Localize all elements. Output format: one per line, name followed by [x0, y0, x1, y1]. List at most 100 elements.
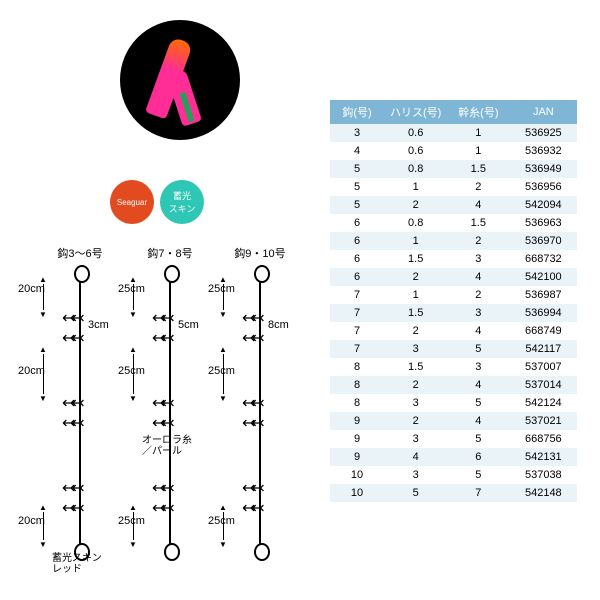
table-row: 81.53537007: [330, 358, 577, 376]
table-row: 712536987: [330, 286, 577, 304]
table-cell: 542094: [509, 196, 577, 214]
table-cell: 536963: [509, 214, 577, 232]
note-skin: 蓄光スキン レッド: [52, 553, 102, 575]
table-cell: 7: [330, 322, 384, 340]
table-row: 61.53668732: [330, 250, 577, 268]
table-cell: 8: [330, 376, 384, 394]
swivel-top-3: [254, 265, 270, 283]
table-cell: 1.5: [447, 160, 509, 178]
table-cell: 0.8: [384, 214, 447, 232]
table-body: 30.6153692540.6153693250.81.553694951253…: [330, 124, 577, 502]
table-cell: 1.5: [384, 250, 447, 268]
table-cell: 5: [330, 196, 384, 214]
table-cell: 536956: [509, 178, 577, 196]
table-cell: 537038: [509, 466, 577, 484]
table-cell: 6: [447, 448, 509, 466]
table-header-mainline: 幹糸(号): [447, 100, 509, 124]
table-cell: 9: [330, 412, 384, 430]
table-cell: 0.6: [384, 142, 447, 160]
table-cell: 1.5: [447, 214, 509, 232]
table-cell: 9: [330, 448, 384, 466]
table-cell: 5: [447, 430, 509, 448]
table-cell: 7: [330, 286, 384, 304]
table-cell: 536987: [509, 286, 577, 304]
table-header-jan: JAN: [509, 100, 577, 124]
branch-3: 8cm: [268, 319, 289, 331]
table-cell: 1: [384, 232, 447, 250]
table-row: 835542124: [330, 394, 577, 412]
table-cell: 2: [384, 412, 447, 430]
table-cell: 1: [447, 124, 509, 142]
table-cell: 3: [447, 304, 509, 322]
table-row: 1035537038: [330, 466, 577, 484]
table-cell: 537007: [509, 358, 577, 376]
diagram-col-3-title: 鈎9・10号: [234, 248, 285, 260]
swivel-bottom-2: [164, 543, 180, 561]
table-cell: 3: [384, 340, 447, 358]
table-row: 924537021: [330, 412, 577, 430]
table-cell: 542124: [509, 394, 577, 412]
hook-3-6: [242, 505, 278, 517]
rig-diagram: 鈎3～6号 20cm 3cm 20cm 20cm 鈎7・8号: [40, 245, 300, 575]
hook-3-3: [242, 400, 278, 412]
table-row: 524542094: [330, 196, 577, 214]
table-cell: 1.5: [384, 304, 447, 322]
table-cell: 668756: [509, 430, 577, 448]
hook-1-6: [62, 505, 98, 517]
hook-1-4: [62, 420, 98, 432]
diagram-col-3: 鈎9・10号 25cm 8cm 25cm 25cm: [220, 245, 300, 261]
table-cell: 536949: [509, 160, 577, 178]
table-cell: 542148: [509, 484, 577, 502]
table-row: 735542117: [330, 340, 577, 358]
table-row: 512536956: [330, 178, 577, 196]
hook-3-2: [242, 335, 278, 347]
table-cell: 4: [447, 268, 509, 286]
table-row: 60.81.5536963: [330, 214, 577, 232]
table-row: 40.61536932: [330, 142, 577, 160]
table-cell: 3: [330, 124, 384, 142]
table-cell: 668732: [509, 250, 577, 268]
table-cell: 1: [447, 142, 509, 160]
table-cell: 536994: [509, 304, 577, 322]
table-cell: 537021: [509, 412, 577, 430]
table-header-row: 鈎(号) ハリス(号) 幹糸(号) JAN: [330, 100, 577, 124]
table-cell: 10: [330, 466, 384, 484]
table-cell: 5: [384, 484, 447, 502]
table-cell: 537014: [509, 376, 577, 394]
table-cell: 2: [447, 232, 509, 250]
table-row: 1057542148: [330, 484, 577, 502]
table-row: 724668749: [330, 322, 577, 340]
table-cell: 4: [384, 448, 447, 466]
diagram-col-1-title: 鈎3～6号: [57, 248, 102, 260]
table-cell: 3: [447, 250, 509, 268]
table-header-hook: 鈎(号): [330, 100, 384, 124]
table-cell: 3: [384, 430, 447, 448]
table-cell: 0.8: [384, 160, 447, 178]
hook-2-5: [152, 485, 188, 497]
table-row: 50.81.5536949: [330, 160, 577, 178]
diagram-col-1: 鈎3～6号 20cm 3cm 20cm 20cm: [40, 245, 120, 261]
hook-2-2: [152, 335, 188, 347]
table-cell: 1: [384, 286, 447, 304]
diagram-col-2: 鈎7・8号 25cm 5cm 25cm 25cm: [130, 245, 210, 261]
branch-2: 5cm: [178, 319, 199, 331]
table-cell: 5: [447, 466, 509, 484]
table-cell: 3: [384, 466, 447, 484]
table-cell: 8: [330, 394, 384, 412]
table-cell: 8: [330, 358, 384, 376]
table-cell: 542117: [509, 340, 577, 358]
spec-table: 鈎(号) ハリス(号) 幹糸(号) JAN 30.6153692540.6153…: [330, 100, 577, 502]
table-cell: 4: [447, 376, 509, 394]
hook-2-3: [152, 400, 188, 412]
table-cell: 536932: [509, 142, 577, 160]
diagram-col-2-title: 鈎7・8号: [147, 248, 192, 260]
table-row: 624542100: [330, 268, 577, 286]
table-cell: 4: [447, 412, 509, 430]
table-cell: 7: [447, 484, 509, 502]
table-cell: 4: [447, 196, 509, 214]
hook-2-6: [152, 505, 188, 517]
table-cell: 7: [330, 340, 384, 358]
hook-2-4: [152, 420, 188, 432]
note-aurora: オーロラ糸 ／パール: [142, 435, 192, 457]
table-cell: 536925: [509, 124, 577, 142]
